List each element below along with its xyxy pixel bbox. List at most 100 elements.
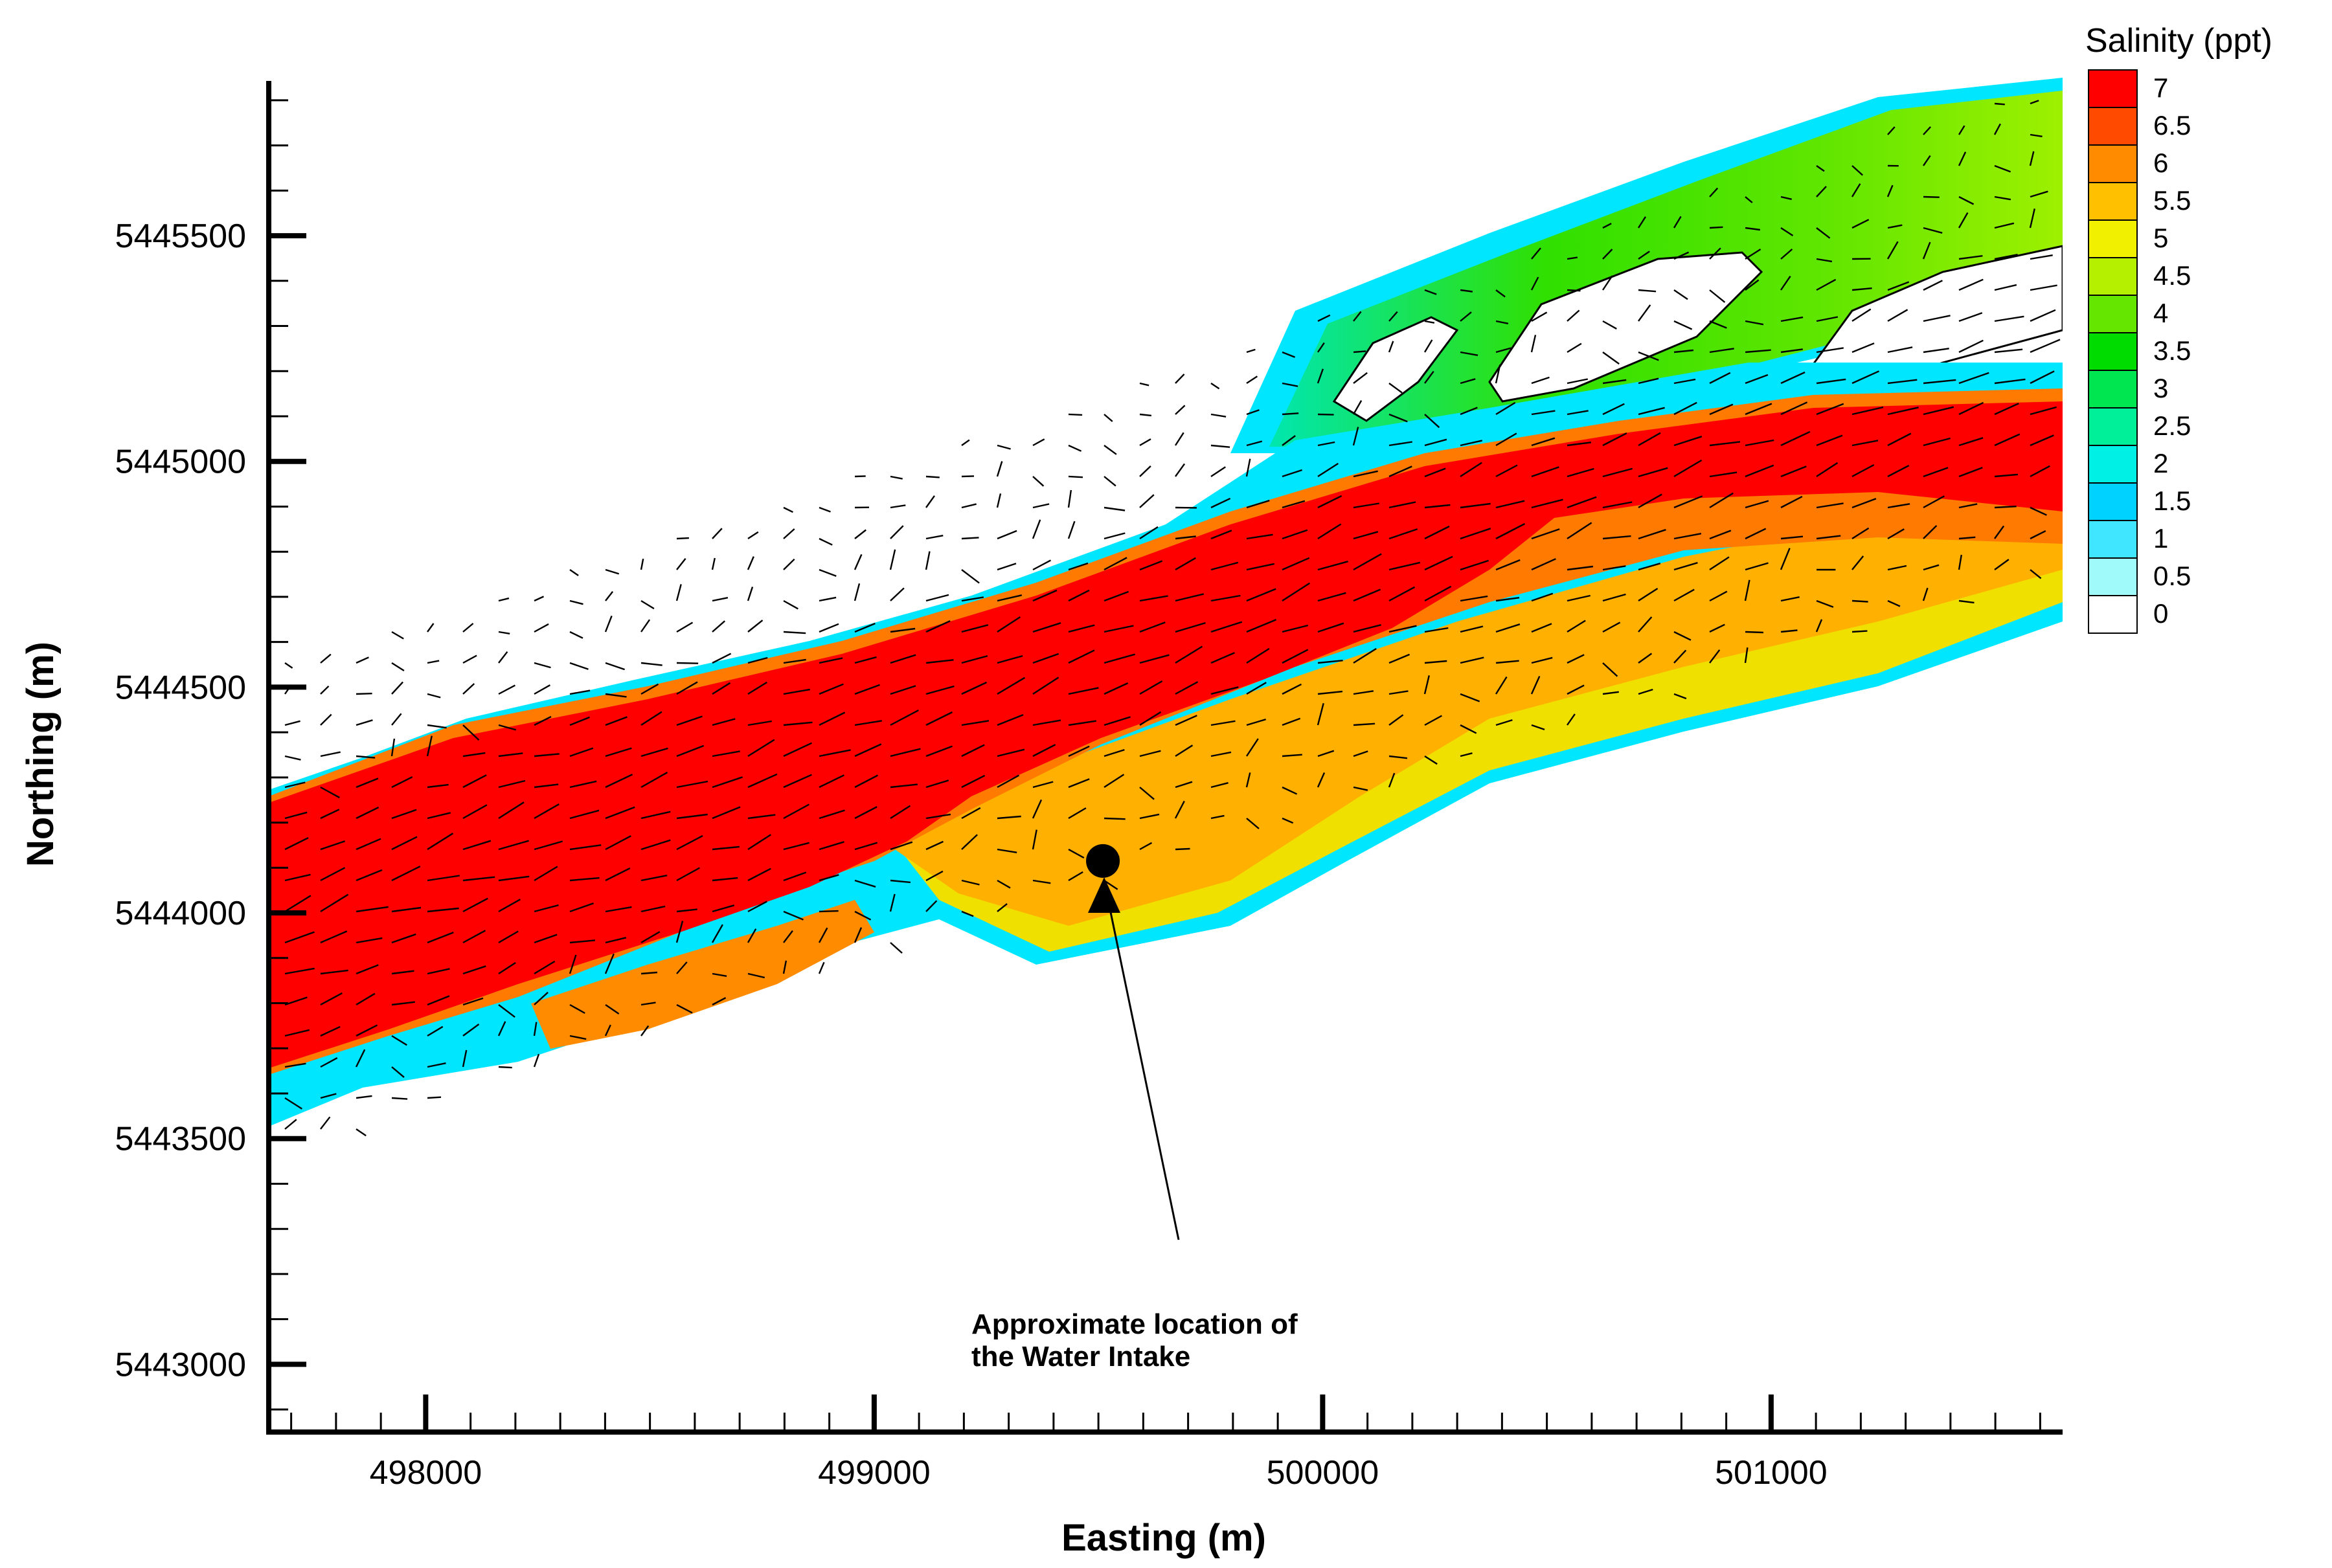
velocity-vector	[1495, 320, 1509, 324]
velocity-vector	[1531, 247, 1541, 260]
velocity-vector	[498, 779, 526, 789]
velocity-vector	[1210, 444, 1230, 448]
velocity-vector	[1282, 469, 1302, 478]
velocity-vector	[534, 803, 560, 820]
velocity-vector	[498, 930, 519, 944]
velocity-vector	[1139, 465, 1151, 477]
velocity-vector	[712, 972, 727, 977]
velocity-vector	[712, 904, 735, 913]
y-axis-title: Northing (m)	[19, 642, 62, 867]
velocity-vector	[1495, 597, 1520, 602]
velocity-vector	[284, 996, 308, 1006]
velocity-vector	[1602, 622, 1621, 633]
velocity-vector	[2030, 190, 2048, 198]
velocity-vector	[676, 537, 689, 540]
velocity-vector	[676, 622, 694, 633]
velocity-vector	[1816, 535, 1841, 540]
velocity-vector	[961, 744, 985, 757]
velocity-vector	[1210, 814, 1225, 820]
velocity-vector	[427, 724, 447, 729]
velocity-vector	[1460, 311, 1472, 322]
velocity-vector	[1709, 226, 1723, 229]
velocity-vector	[783, 842, 809, 851]
velocity-vector	[1104, 880, 1118, 890]
velocity-vector	[391, 631, 404, 640]
velocity-vector	[1495, 719, 1513, 726]
velocity-vector	[1567, 442, 1592, 447]
velocity-vector	[1780, 316, 1804, 322]
velocity-vector	[1424, 467, 1446, 478]
velocity-vector	[1282, 817, 1294, 824]
velocity-vector	[1745, 403, 1772, 416]
velocity-vector	[1032, 438, 1045, 447]
velocity-vector	[1246, 533, 1273, 540]
velocity-vector	[284, 873, 311, 882]
velocity-vector	[284, 720, 300, 726]
velocity-vector	[1851, 630, 1868, 633]
velocity-vector	[1994, 559, 2009, 570]
velocity-vector	[676, 908, 697, 913]
velocity-vector	[1246, 348, 1256, 353]
velocity-vector	[997, 594, 1023, 602]
velocity-vector	[1104, 414, 1113, 422]
velocity-vector	[1958, 278, 1984, 291]
x-minor-ticks	[290, 1413, 2041, 1432]
velocity-vector	[1958, 401, 1984, 416]
velocity-vector	[391, 738, 396, 757]
velocity-vector	[1352, 400, 1363, 415]
velocity-vector	[605, 716, 628, 726]
velocity-vector	[1139, 494, 1155, 508]
velocity-vector	[747, 656, 768, 664]
velocity-vector	[1638, 351, 1659, 361]
velocity-vector	[1175, 715, 1197, 726]
velocity-vector	[1317, 750, 1335, 757]
velocity-vector	[1638, 653, 1653, 664]
velocity-vector	[604, 1024, 611, 1036]
velocity-vector	[462, 1049, 468, 1068]
velocity-vector	[1531, 623, 1552, 633]
velocity-vector	[356, 838, 381, 851]
velocity-vector	[1923, 564, 1940, 571]
velocity-vector	[1567, 522, 1592, 540]
velocity-vector	[1923, 126, 1931, 135]
velocity-vector	[284, 931, 315, 944]
velocity-vector	[640, 839, 671, 851]
velocity-vector	[1531, 376, 1550, 385]
velocity-vector	[1175, 781, 1193, 789]
velocity-vector	[997, 655, 1023, 664]
velocity-vector	[712, 620, 725, 633]
velocity-vector	[1567, 565, 1594, 571]
velocity-vector	[890, 783, 918, 789]
velocity-vector	[534, 783, 559, 789]
velocity-vector	[498, 684, 515, 695]
velocity-vector	[1780, 629, 1798, 633]
velocity-vector	[462, 623, 474, 633]
velocity-vector	[605, 568, 620, 575]
intake-pointer-line	[1106, 896, 1180, 1240]
velocity-vector	[1282, 500, 1306, 509]
velocity-vector	[320, 653, 332, 664]
velocity-vector	[1104, 476, 1116, 487]
velocity-vector	[747, 739, 775, 757]
velocity-vector	[1032, 719, 1061, 726]
velocity-vector	[1388, 772, 1396, 788]
velocity-vector	[640, 619, 651, 633]
velocity-vector	[356, 869, 383, 882]
velocity-vector	[1068, 413, 1083, 416]
velocity-vector	[1531, 558, 1556, 571]
velocity-vector	[1460, 625, 1484, 633]
velocity-vector	[2030, 465, 2050, 478]
velocity-vector	[1816, 316, 1839, 322]
velocity-vector	[676, 558, 686, 570]
colorbar-swatch-4	[2088, 219, 2138, 258]
velocity-vector	[1673, 320, 1693, 330]
colorbar-label-9: 2.5	[2153, 410, 2191, 441]
velocity-vector	[1958, 437, 1984, 447]
velocity-vector	[1602, 379, 1627, 385]
velocity-vector	[961, 879, 980, 886]
velocity-vector	[1460, 752, 1473, 757]
velocity-vector	[854, 583, 861, 601]
velocity-vector	[1673, 289, 1688, 300]
velocity-vector	[676, 715, 703, 726]
velocity-vector	[1602, 275, 1613, 291]
